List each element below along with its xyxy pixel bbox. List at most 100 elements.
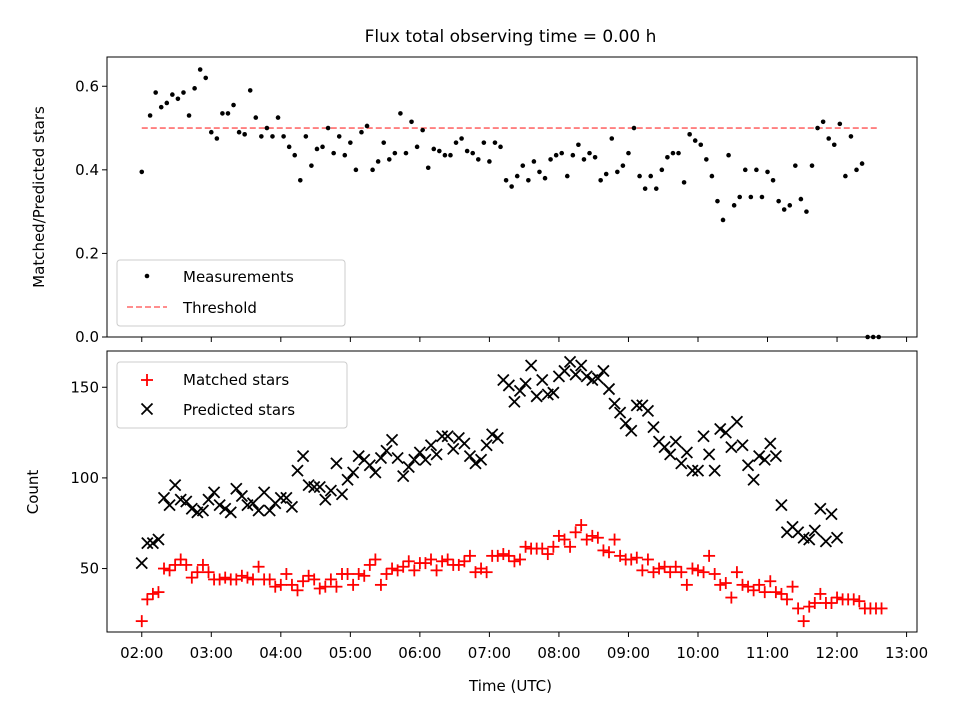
measurement-point <box>720 217 726 223</box>
matched-point <box>274 578 287 591</box>
predicted-point <box>736 439 749 452</box>
x-tick-label: 06:00 <box>398 644 441 662</box>
measurement-point <box>181 90 186 95</box>
predicted-point <box>664 448 677 461</box>
matched-points-layer <box>135 519 888 628</box>
measurement-point <box>170 92 175 97</box>
measurement-point <box>420 127 425 133</box>
measurement-point <box>692 138 698 143</box>
measurement-point <box>275 115 281 120</box>
matched-point <box>508 555 521 568</box>
measurement-point <box>854 167 859 173</box>
legend-predicted-label: Predicted stars <box>183 401 295 419</box>
matched-point <box>875 602 888 615</box>
measurement-point <box>487 159 492 164</box>
top-legend-box <box>116 259 346 327</box>
matched-point <box>597 544 610 557</box>
measurement-point <box>270 134 275 139</box>
predicted-point <box>463 450 477 463</box>
predicted-point <box>319 493 332 506</box>
matched-point <box>808 596 821 609</box>
legend-threshold-label: Threshold <box>182 299 257 317</box>
matched-point <box>536 542 549 555</box>
matched-point <box>213 573 226 586</box>
predicted-point <box>747 473 760 486</box>
measurement-point <box>781 207 787 212</box>
predicted-point <box>708 464 721 477</box>
top-x-axis <box>141 337 908 342</box>
matched-point <box>719 577 732 590</box>
predicted-point <box>402 460 415 474</box>
measurement-point <box>492 140 498 145</box>
matched-point <box>519 540 532 553</box>
measurement-point <box>726 152 731 158</box>
measurement-point <box>687 132 692 137</box>
matched-point <box>291 584 304 597</box>
predicted-point <box>163 498 176 512</box>
predicted-point <box>575 359 588 372</box>
matched-point <box>547 540 560 553</box>
measurement-point <box>531 159 537 164</box>
predicted-point <box>580 370 593 383</box>
matched-point <box>241 571 254 584</box>
x-tick-label: 03:00 <box>190 644 233 662</box>
predicted-point <box>435 430 449 443</box>
measurement-point <box>147 113 153 118</box>
predicted-point <box>296 450 310 463</box>
measurement-point <box>526 177 531 183</box>
x-tick-label: 11:00 <box>746 644 789 662</box>
measurement-point <box>737 194 743 200</box>
measurement-point <box>242 132 247 137</box>
matched-point <box>196 558 209 571</box>
predicted-point <box>597 364 610 378</box>
measurement-point <box>670 150 676 156</box>
matched-point <box>714 578 727 591</box>
x-tick-label: 04:00 <box>259 644 302 662</box>
matched-point <box>386 562 399 575</box>
predicted-point <box>141 537 154 550</box>
bottom-y-tick-label: 100 <box>70 469 99 487</box>
matched-point <box>586 529 599 542</box>
measurement-point <box>292 152 298 158</box>
x-tick-label: 12:00 <box>815 644 858 662</box>
predicted-point <box>697 430 710 443</box>
measurement-point <box>220 111 225 116</box>
predicted-point <box>686 464 699 477</box>
measurement-point <box>153 90 158 95</box>
predicted-point <box>536 373 549 387</box>
predicted-point <box>308 480 321 494</box>
matched-point <box>675 566 688 579</box>
matched-point <box>380 567 393 580</box>
matched-point <box>358 569 371 582</box>
matched-point <box>219 571 232 584</box>
matched-point <box>352 567 365 580</box>
measurement-point <box>409 119 414 125</box>
measurement-point <box>598 177 603 183</box>
matched-point <box>280 567 293 580</box>
predicted-point <box>341 473 354 486</box>
matched-point <box>397 560 410 573</box>
measurement-point <box>548 157 553 162</box>
predicted-point <box>769 450 782 463</box>
measurement-point <box>820 119 826 125</box>
x-tick-label: 10:00 <box>676 644 719 662</box>
predicted-point <box>391 451 404 465</box>
measurement-point <box>520 163 526 168</box>
matched-point <box>324 573 337 586</box>
matched-point <box>191 566 204 579</box>
measurement-point <box>509 184 514 189</box>
measurement-point <box>681 180 687 185</box>
matched-point <box>458 555 471 568</box>
measurement-point <box>704 157 709 162</box>
matched-point <box>497 548 510 561</box>
predicted-point <box>524 359 538 372</box>
predicted-point <box>613 406 627 419</box>
matched-point <box>680 578 693 591</box>
matched-point <box>341 567 354 580</box>
predicted-point <box>252 504 265 517</box>
top-y-tick-label: 0.6 <box>75 77 99 95</box>
matched-point <box>252 560 265 573</box>
predicted-point <box>530 390 543 403</box>
matched-point <box>330 580 343 593</box>
matched-point <box>569 526 582 539</box>
